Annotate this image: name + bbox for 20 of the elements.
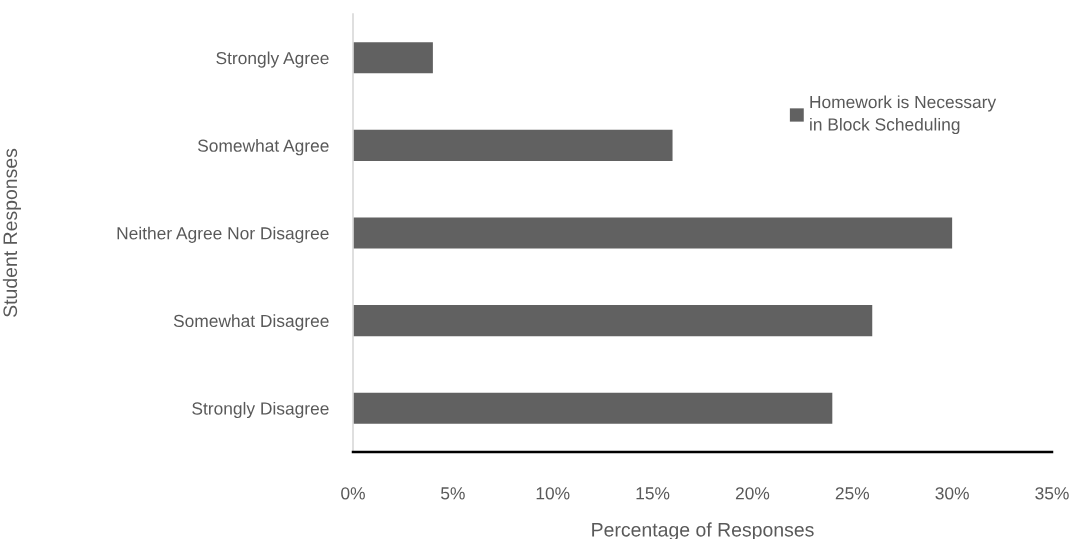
y-tick-label: Strongly Agree	[216, 51, 329, 68]
x-tick-label: 20%	[735, 487, 770, 500]
y-tick-label: Somewhat Disagree	[173, 314, 329, 331]
x-tick-label: 35%	[1035, 487, 1069, 500]
x-tick-label: 0%	[341, 487, 365, 500]
bar	[353, 129, 673, 161]
x-tick-label: 10%	[536, 487, 570, 500]
x-tick-label: 15%	[636, 487, 670, 500]
bar	[353, 305, 873, 337]
x-tick-label: 30%	[935, 487, 969, 500]
bar	[353, 392, 833, 424]
y-tick-label: Strongly Disagree	[192, 401, 329, 419]
y-axis-title: Student Responses	[2, 148, 21, 317]
bar	[353, 217, 953, 249]
x-tick-label: 25%	[835, 487, 870, 500]
bar	[353, 42, 433, 74]
x-tick-label: 5%	[441, 487, 465, 500]
y-tick-label: Somewhat Agree	[197, 139, 329, 156]
y-tick-label: Neither Agree Nor Disagree	[117, 226, 329, 243]
legend-label: Homework is Necessary in Block Scheduling	[810, 95, 997, 135]
